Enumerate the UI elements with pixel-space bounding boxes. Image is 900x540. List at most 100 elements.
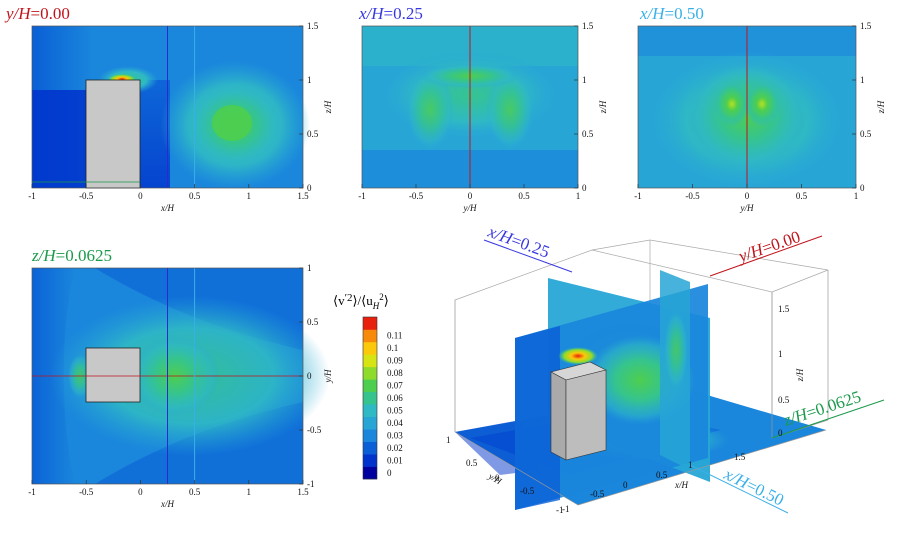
colorbar-label-7: 0.07 [387, 381, 403, 391]
view-3d-ztick-0: 1.5 [778, 304, 790, 314]
view-3d-box-front [454, 270, 829, 506]
view-3d-label-y000: y/H=0.00 [734, 227, 802, 266]
colorbar-swatch-2 [363, 441, 377, 455]
panel-z0625-xtick-label-0: -1 [28, 487, 36, 497]
colorbar-label-4: 0.04 [387, 418, 403, 428]
panel-y000: -1 -0.5 0 0.5 1 1.500.511.5x/Hz/H y/H=0.00 [4, 4, 333, 213]
colorbar-label-3: 0.03 [387, 430, 403, 440]
view-3d: x/H=0.25 y/H=0.00 z/H=0.0625 x/H=0.50 1.… [446, 222, 885, 515]
view-3d-ztick-3: 0 [778, 428, 783, 438]
view-3d-ytick-2: 0 [495, 473, 500, 483]
panel-z0625-xtick-label-1: -0.5 [79, 487, 94, 497]
view-3d-xtick-1: -0.5 [590, 489, 605, 499]
panel-x025-ylabel: z/H [598, 100, 608, 114]
panel-z0625-building [85, 347, 141, 403]
view-3d-xtick-5: 1.5 [734, 452, 746, 462]
colorbar-frame [362, 316, 378, 480]
colorbar-swatch-11 [363, 329, 377, 343]
colorbar-label-11: 0.11 [387, 331, 402, 341]
view-3d-ytick-1: 0.5 [466, 458, 478, 468]
panel-x025-ytick-label-0: 0 [582, 183, 587, 193]
panel-x025-xtick-label-1: -0.5 [409, 191, 424, 201]
view-3d-ytick-0: 1 [446, 435, 451, 445]
panel-y000-field [32, 26, 310, 190]
panel-y000-frame [31, 25, 304, 189]
colorbar-label-1: 0.01 [387, 455, 403, 465]
panel-y000-ytick-label-3: 1.5 [307, 21, 319, 31]
view-3d-leader-z0625 [771, 399, 885, 439]
panel-x025-xtick-label-4: 1 [576, 191, 581, 201]
colorbar-swatch-5 [363, 404, 377, 417]
colorbar-swatch-3 [363, 429, 377, 442]
panel-z0625-ytick-label-4: 1 [307, 263, 312, 273]
panel-y000-ytick-label-2: 1 [307, 75, 312, 85]
panel-z0625-ytick-label-0: -1 [307, 479, 315, 489]
panel-z0625-ylabel: y/H [323, 369, 333, 383]
panel-x050-xlabel: y/H [740, 203, 754, 213]
view-3d-label-z0625: z/H=0.0625 [780, 387, 863, 430]
colorbar-label-2: 0.02 [387, 443, 403, 453]
colorbar-label-9: 0.09 [387, 356, 403, 366]
panel-x050-xtick-label-2: 0 [745, 191, 750, 201]
view-3d-ztick-2: 0.5 [778, 395, 790, 405]
view-3d-leader-y000 [709, 235, 823, 277]
colorbar-swatch-1 [363, 454, 377, 467]
panel-x050-xtick-label-4: 1 [854, 191, 859, 201]
colorbar-swatch-7 [363, 379, 377, 393]
panel-x050-xtick-label-3: 0.5 [796, 191, 808, 201]
panel-x025-xtick-label-2: 0 [468, 191, 473, 201]
panel-x050-ytick-label-2: 1 [860, 75, 865, 85]
panel-y000-xtick-label-1: -0.5 [79, 191, 94, 201]
colorbar-swatch-0 [363, 466, 377, 480]
panel-y000-xtick-label-0: -1 [28, 191, 36, 201]
colorbar-swatch-9 [363, 354, 377, 368]
colorbar-swatch-4 [363, 416, 377, 430]
colorbar-swatch-8 [363, 366, 377, 380]
colorbar: ⟨v′2⟩/⟨uH2⟩ 0 0.01 0.02 0.03 0.04 0.05 0.06 0.0… [333, 292, 403, 480]
colorbar-label-6: 0.06 [387, 393, 403, 403]
panel-z0625-ytick-label-2: 0 [307, 371, 312, 381]
panel-y000-xtick-label-3: 0.5 [189, 191, 201, 201]
view-3d-xlabel: x/H [674, 480, 688, 490]
panel-x025: -1 -0.5 0 0.5 100.511.5y/Hz/H x/H=0.25 [358, 4, 608, 213]
colorbar-label-10: 0.1 [387, 343, 398, 353]
colorbar-swatch-10 [363, 341, 377, 355]
view-3d-label-x025: x/H=0.25 [485, 222, 552, 262]
view-3d-xtick-4: 1 [688, 460, 693, 470]
colorbar-swatch-12 [363, 317, 377, 330]
view-3d-ytick-4: -1 [556, 505, 564, 515]
panel-x050-ytick-label-0: 0 [860, 183, 865, 193]
panel-x050-xtick-label-1: -0.5 [685, 191, 700, 201]
panel-x050-ytick-label-1: 0.5 [860, 129, 872, 139]
panel-y000-xtick-label-5: 1.5 [297, 191, 309, 201]
panel-x050-title: x/H=0.50 [639, 4, 704, 23]
panel-y000-ylabel: z/H [323, 100, 333, 114]
panel-x050: -1 -0.5 0 0.5 100.511.5y/Hz/H x/H=0.50 [634, 4, 886, 213]
panel-x025-title: x/H=0.25 [358, 4, 423, 23]
panel-z0625-title: z/H=0.0625 [31, 246, 112, 265]
panel-z0625-ytick-label-3: 0.5 [307, 317, 319, 327]
panel-y000-ytick-label-0: 0 [307, 183, 312, 193]
view-3d-leader-x050 [689, 464, 789, 514]
colorbar-label-5: 0.05 [387, 405, 403, 415]
view-3d-leader-x025 [483, 239, 573, 273]
colorbar-title: ⟨v′2⟩/⟨uH2⟩ [333, 292, 389, 311]
panel-y000-ytick-label-1: 0.5 [307, 129, 319, 139]
panel-z0625-xtick-label-2: 0 [138, 487, 143, 497]
panel-z0625-xtick-label-5: 1.5 [297, 487, 309, 497]
panel-x025-ytick-label-2: 1 [582, 75, 587, 85]
panel-y000-building [85, 79, 141, 189]
view-3d-ztick-1: 1 [778, 349, 783, 359]
panel-x025-xtick-label-0: -1 [358, 191, 366, 201]
view-3d-label-x050: x/H=0.50 [720, 464, 787, 510]
panel-z0625: -1 -0.5 0 0.5 1 1.5-1-0.500.51x/Hy/H z/H=0.06… [28, 246, 333, 509]
panel-y000-xtick-label-2: 0 [138, 191, 143, 201]
panel-z0625-xtick-label-3: 0.5 [189, 487, 201, 497]
panel-x025-xlabel: y/H [463, 203, 477, 213]
panel-x025-xtick-label-3: 0.5 [518, 191, 530, 201]
view-3d-xtick-2: 0 [623, 480, 628, 490]
view-3d-xtick-0: -1 [562, 504, 570, 514]
colorbar-swatch-6 [363, 391, 377, 405]
panel-z0625-ytick-label-1: -0.5 [307, 425, 322, 435]
